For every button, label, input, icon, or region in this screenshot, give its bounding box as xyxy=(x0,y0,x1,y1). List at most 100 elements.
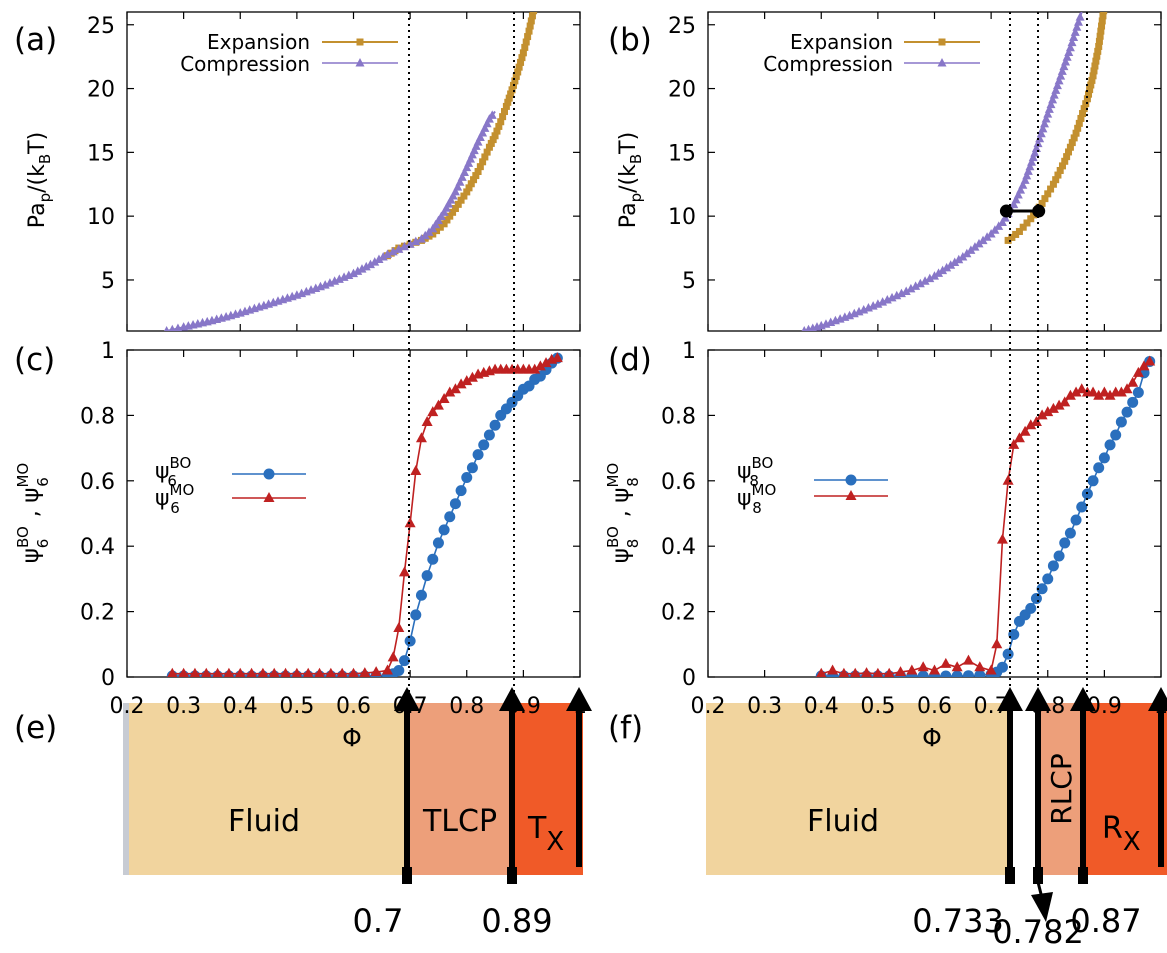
x-tick-label-c-0: 0.2 xyxy=(110,694,145,719)
series-point-b-1-11-1 xyxy=(1033,138,1043,148)
series-point-b-1-6-5 xyxy=(978,235,988,245)
series-point-a-0-9-1 xyxy=(487,139,495,147)
series-point-d-0-25 xyxy=(1042,573,1054,585)
series-point-a-0-12-0 xyxy=(502,102,510,110)
series-point-a-0-9-0 xyxy=(485,143,493,151)
x-tick-label-c-3: 0.5 xyxy=(279,694,314,719)
series-point-d-0-19 xyxy=(1008,628,1020,640)
series-point-a-1-10-0 xyxy=(394,244,404,253)
series-point-a-0-8-4 xyxy=(483,148,491,156)
series-point-b-0-8-2 xyxy=(1091,62,1099,70)
plot-area-c xyxy=(166,352,563,677)
series-point-a-1-11-1 xyxy=(411,236,421,246)
arrow-e-1 xyxy=(394,687,420,867)
arrow-f-2 xyxy=(1025,687,1051,867)
x-tick-label-d-4: 0.6 xyxy=(917,694,952,719)
xlabel-c: Φ xyxy=(342,723,362,752)
series-point-d-1-18 xyxy=(1002,474,1014,485)
series-point-a-0-5-0 xyxy=(440,220,448,228)
series-point-d-0-31 xyxy=(1076,501,1088,513)
series-point-b-1-5-5 xyxy=(950,257,960,266)
panel-letter-d: (d) xyxy=(608,342,652,378)
series-point-a-0-5-1 xyxy=(443,216,451,224)
y-tick-label-b-1: 10 xyxy=(668,205,696,230)
series-point-c-1-34 xyxy=(466,371,478,382)
panel-letter-e: (e) xyxy=(14,710,57,746)
x-tick-label-d-2: 0.4 xyxy=(804,694,839,719)
series-point-a-0-8-2 xyxy=(479,158,487,166)
series-point-a-1-8-3 xyxy=(378,251,388,261)
phase-fluid-label-e: Fluid xyxy=(228,804,300,839)
series-point-a-1-11-0 xyxy=(405,239,415,248)
y-tick-label-b-4: 25 xyxy=(668,14,696,39)
series-point-c-0-36 xyxy=(478,439,490,451)
series-point-d-0-36 xyxy=(1104,439,1116,451)
panel-d: 0 0.2 0.4 0.6 0.8 1 0.2 0.3 0.4 0.5 0.6 0.7 0.8 0.9 1 xyxy=(661,339,1167,719)
series-point-c-0-30 xyxy=(444,511,456,523)
boundary-label-e-2: 0.89 xyxy=(481,902,552,940)
series-point-d-1-14 xyxy=(974,661,986,672)
series-point-b-1-3-3 xyxy=(887,292,897,302)
series-point-d-1-12 xyxy=(951,661,963,672)
series-point-a-1-16-4 xyxy=(469,145,479,155)
series-point-c-0-26 xyxy=(421,570,433,582)
y-tick-label-b-3: 20 xyxy=(668,78,696,103)
panel-letter-f: (f) xyxy=(608,710,643,746)
series-point-a-0-5-3 xyxy=(449,208,457,216)
series-point-a-0-10-0 xyxy=(491,132,499,140)
series-point-a-1-16-1 xyxy=(464,158,474,167)
series-point-a-0-8-0 xyxy=(474,168,482,175)
series-point-d-0-13 xyxy=(962,670,974,677)
series-point-b-1-6-4 xyxy=(974,238,984,248)
series-point-b-0-4-3 xyxy=(1056,166,1064,174)
series-point-c-1-29 xyxy=(438,393,450,404)
series-point-b-0-0-1 xyxy=(1008,233,1016,241)
series-point-b-1-10-4 xyxy=(1027,157,1037,166)
series-point-d-1-38 xyxy=(1115,386,1127,397)
ylabel-b: Pap/(kBT) xyxy=(616,132,645,228)
series-point-b-1-5-2 xyxy=(938,265,948,275)
series-point-c-1-16 xyxy=(348,667,359,677)
series-point-c-0-24 xyxy=(410,609,422,621)
series-point-a-1-8-2 xyxy=(374,254,384,264)
phase-bar-e-strip xyxy=(123,703,129,875)
legend-b-expansion-label: Expansion xyxy=(790,30,893,54)
series-point-b-0-6-0 xyxy=(1072,129,1080,137)
arrow-e-2 xyxy=(499,687,525,867)
series-point-a-0-13-2 xyxy=(511,77,519,85)
series-point-d-1-16 xyxy=(991,638,1003,649)
series-point-b-0-8-4 xyxy=(1093,52,1101,60)
series-point-a-0-6-3 xyxy=(460,192,468,200)
y-tick-label-c-3: 0.6 xyxy=(80,470,115,495)
legend-a-expansion-marker xyxy=(356,38,364,46)
ylabel-a: Pap/(kBT) xyxy=(25,132,54,228)
series-point-b-0-5-1 xyxy=(1063,153,1071,161)
y-tick-label-a-4: 25 xyxy=(87,14,115,39)
series-point-a-0-16-4 xyxy=(530,12,538,15)
series-point-c-1-33 xyxy=(461,375,473,386)
series-point-d-1-5 xyxy=(872,667,883,677)
series-point-b-1-6-3 xyxy=(970,242,980,251)
x-tick-label-d-8: 1 xyxy=(1154,694,1167,719)
arrow-f-3 xyxy=(1070,687,1096,867)
series-point-d-1-0 xyxy=(816,667,827,677)
series-point-b-1-10-0 xyxy=(1020,175,1030,184)
phase-lcp-label-e: TLCP xyxy=(422,804,497,839)
legend-d: ψBO 8 ψMO 8 xyxy=(737,454,888,517)
series-point-a-1-15-4 xyxy=(459,167,469,177)
series-point-c-1-9 xyxy=(269,667,280,677)
series-point-d-1-27 xyxy=(1053,399,1065,410)
series-point-a-0-10-1 xyxy=(493,127,501,135)
series-point-b-1-12-6 xyxy=(1052,80,1062,90)
coexistence-point-b-0 xyxy=(999,204,1013,218)
series-point-b-1-6-6 xyxy=(982,232,992,241)
series-point-b-1-3-1 xyxy=(878,297,888,306)
series-point-a-0-8-3 xyxy=(481,153,489,161)
guide-lines xyxy=(408,12,1088,703)
legend-a-expansion-label: Expansion xyxy=(207,30,310,54)
series-point-c-0-31 xyxy=(449,498,461,510)
series-point-b-1-10-1 xyxy=(1022,170,1032,180)
series-point-b-1-4-5 xyxy=(925,273,935,283)
phase-bar-f: Fluid RLCP RX 0.733 0.782 0.87 (f) xyxy=(608,687,1167,951)
series-point-b-1-5-4 xyxy=(946,260,956,269)
